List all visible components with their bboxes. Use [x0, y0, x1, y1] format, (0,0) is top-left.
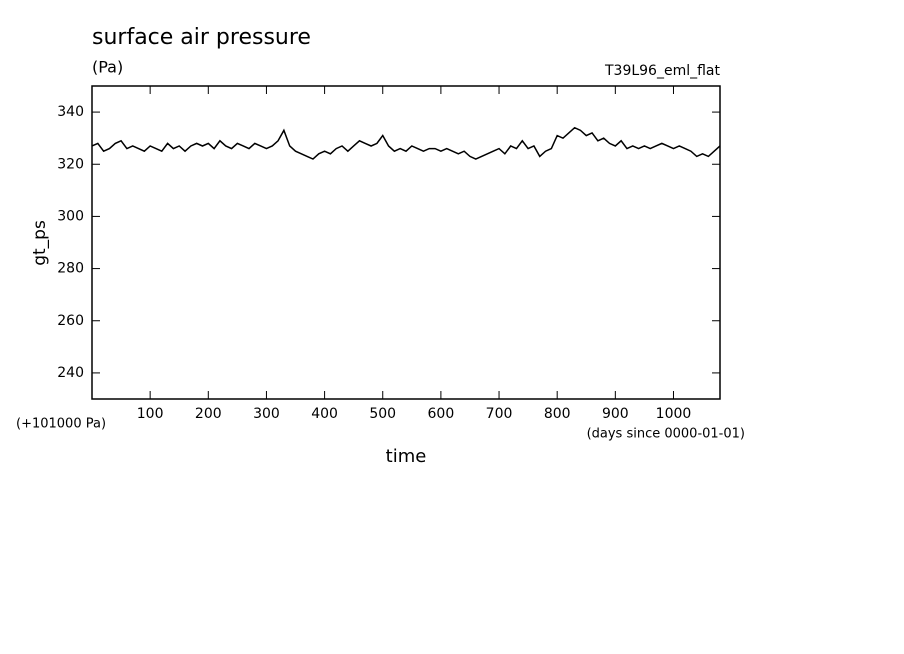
y-tick-label: 260 — [57, 313, 84, 329]
x-tick-label: 500 — [369, 406, 396, 422]
y-tick-label: 280 — [57, 261, 84, 277]
x-tick-label: 300 — [253, 406, 280, 422]
plot-frame — [91, 85, 721, 400]
x-tick-label: 1000 — [656, 406, 692, 422]
x-tick-label: 400 — [311, 406, 338, 422]
y-tick-label: 340 — [57, 104, 84, 120]
y-tick-label: 300 — [57, 208, 84, 224]
x-tick-label: 100 — [137, 406, 164, 422]
y-offset-label: (+101000 Pa) — [16, 417, 106, 432]
x-tick-label: 900 — [602, 406, 629, 422]
x-tick-label: 200 — [195, 406, 222, 422]
x-tick-label: 600 — [428, 406, 455, 422]
y-axis-label: gt_ps — [30, 220, 50, 266]
y-tick-label: 240 — [57, 365, 84, 381]
x-tick-label: 700 — [486, 406, 513, 422]
x-units-label: (days since 0000-01-01) — [587, 427, 745, 442]
data-line — [91, 126, 721, 160]
x-tick-label: 800 — [544, 406, 571, 422]
y-tick-label: 320 — [57, 156, 84, 172]
chart-title: surface air pressure — [92, 25, 311, 50]
annotation: T39L96_eml_flat — [604, 63, 721, 79]
x-axis-label: time — [386, 446, 427, 467]
chart-subtitle: (Pa) — [92, 58, 123, 77]
